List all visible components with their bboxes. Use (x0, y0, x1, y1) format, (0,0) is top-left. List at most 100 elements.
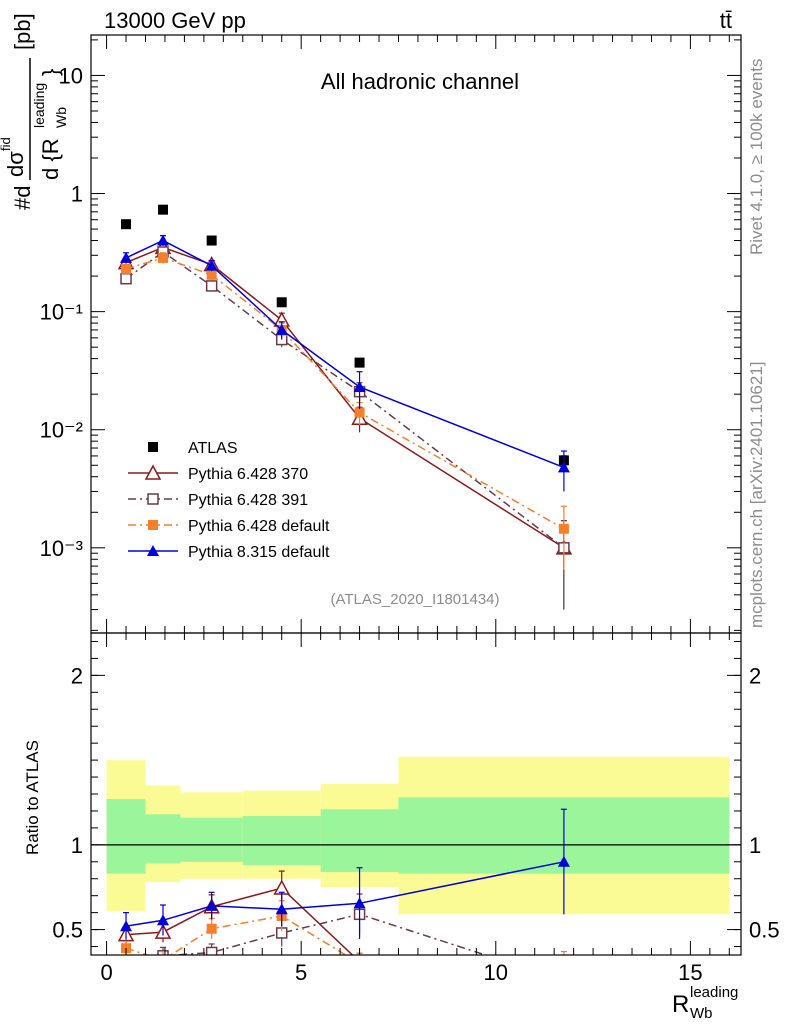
ratio-inner-band (320, 809, 399, 872)
legend-entry: ATLAS (148, 440, 238, 457)
header-process-label: tt̄ (720, 8, 732, 33)
x-tick-label: 0 (100, 960, 112, 985)
xlabel-sub: Wb (690, 1005, 713, 1022)
main-data-point (354, 407, 365, 418)
plot-title: All hadronic channel (321, 69, 519, 94)
ratio-data-point (355, 958, 365, 968)
main-data-point (158, 204, 169, 215)
header-energy-label: 13000 GeV pp (104, 8, 246, 33)
x-tick-label: 15 (678, 960, 702, 985)
x-tick-label: 10 (484, 960, 508, 985)
legend-label: Pythia 6.428 391 (188, 492, 308, 509)
ylabel-numerator: dσ (3, 151, 28, 177)
ratio-data-point (158, 955, 168, 965)
main-data-point (205, 280, 218, 292)
ratio-data-point (157, 914, 170, 926)
ratio-inner-band (242, 816, 321, 866)
ylabel-numerator-sup: fid (0, 137, 13, 151)
legend-label: Pythia 6.428 default (188, 518, 330, 535)
ylabel-unit: [pb] (10, 13, 35, 50)
ratio-series-pythia-8-315-default (120, 808, 570, 940)
ratio-data-point (275, 903, 288, 915)
main-data-point (557, 461, 570, 473)
mcplots-label: mcplots.cern.ch [arXiv:2401.10621] (747, 362, 766, 628)
main-series-line (125, 257, 565, 530)
ratio-data-point (205, 899, 218, 911)
ratio-data-point (557, 855, 570, 867)
ratio-bands-group (91, 756, 741, 915)
x-tick-label: 5 (295, 960, 307, 985)
ratio-data-point (120, 920, 133, 932)
rivet-version-label: Rivet 4.1.0, ≥ 100k events (747, 59, 766, 255)
xlabel-base: R (672, 991, 689, 1018)
legend-entry: Pythia 8.315 default (128, 544, 330, 561)
main-series-group (117, 204, 573, 610)
ratio-y-tick-label: 0.5 (52, 918, 83, 943)
x-axis-label: R leading Wb (672, 984, 738, 1022)
main-series-line (125, 239, 565, 469)
main-series-pythia-8-315-default (120, 234, 570, 492)
legend-entry: Pythia 6.428 default (128, 518, 330, 535)
ratio-series-line (125, 915, 348, 955)
main-y-tick-label: 10 (59, 63, 83, 88)
main-data-point (354, 357, 365, 368)
ylabel-denominator-end: } (38, 69, 63, 76)
ratio-inner-band (145, 814, 181, 864)
main-data-point (121, 263, 132, 274)
main-data-point (206, 235, 217, 246)
ratio-series-line (125, 861, 565, 927)
ylabel-denominator: d {R (38, 138, 63, 180)
main-series-line (125, 251, 565, 549)
main-series-line (125, 246, 565, 549)
legend-marker (148, 520, 158, 530)
ratio-inner-band (180, 817, 243, 862)
ratio-y-tick-label-right: 0.5 (749, 918, 780, 943)
main-data-point (353, 381, 366, 393)
ratio-data-point (358, 953, 361, 955)
ratio-y-tick-label-right: 1 (749, 833, 761, 858)
main-data-point (120, 272, 132, 285)
main-y-tick-label: 10⁻² (40, 418, 83, 443)
main-data-point (120, 251, 133, 263)
ratio-series-line (163, 913, 488, 955)
legend-entry: Pythia 6.428 391 (128, 492, 308, 509)
ratio-series-line (125, 887, 354, 955)
ratio-data-point (559, 964, 569, 974)
ratio-data-point (206, 923, 217, 934)
ratio-inner-band (106, 799, 146, 874)
main-data-point (205, 259, 218, 271)
legend-marker (144, 464, 162, 480)
main-series-atlas (121, 204, 569, 466)
legend-label: Pythia 6.428 370 (188, 466, 308, 483)
ylabel-denominator-sup: leading (31, 83, 47, 128)
ratio-axes: 0.5 0.5 1 1 2 2 0 5 10 15 (52, 633, 780, 985)
main-data-point (206, 269, 217, 280)
ratio-series-group (117, 808, 571, 988)
xlabel-sup: leading (690, 984, 738, 1001)
main-y-axis-label: #d dσ fid d {R leading Wb } [pb] (0, 13, 69, 210)
legend-label: ATLAS (188, 440, 238, 457)
ratio-data-point (121, 958, 131, 968)
main-y-tick-label: 10⁻³ (40, 536, 83, 561)
legend-label: Pythia 8.315 default (188, 544, 330, 561)
main-data-point (157, 234, 170, 246)
ratio-data-point (559, 975, 569, 985)
main-data-point (121, 219, 132, 230)
main-series-pythia-6-428-370 (117, 238, 573, 610)
main-y-tick-label: 1 (71, 182, 83, 207)
ratio-y-tick-label-right: 2 (749, 663, 761, 688)
main-data-point (275, 323, 288, 335)
ratio-data-point (557, 975, 571, 988)
analysis-id-label: (ATLAS_2020_I1801434) (330, 591, 499, 608)
main-data-point (276, 297, 287, 308)
ratio-y-tick-label: 1 (71, 833, 83, 858)
legend-entry: Pythia 6.428 370 (128, 464, 308, 483)
legend-marker (147, 493, 159, 505)
ratio-y-tick-label: 2 (71, 663, 83, 688)
ratio-data-point (205, 946, 218, 955)
legend-marker (147, 545, 159, 556)
main-data-point (558, 523, 569, 534)
ylabel-prefix: #d (10, 186, 35, 210)
main-y-tick-label: 10⁻¹ (40, 300, 83, 325)
